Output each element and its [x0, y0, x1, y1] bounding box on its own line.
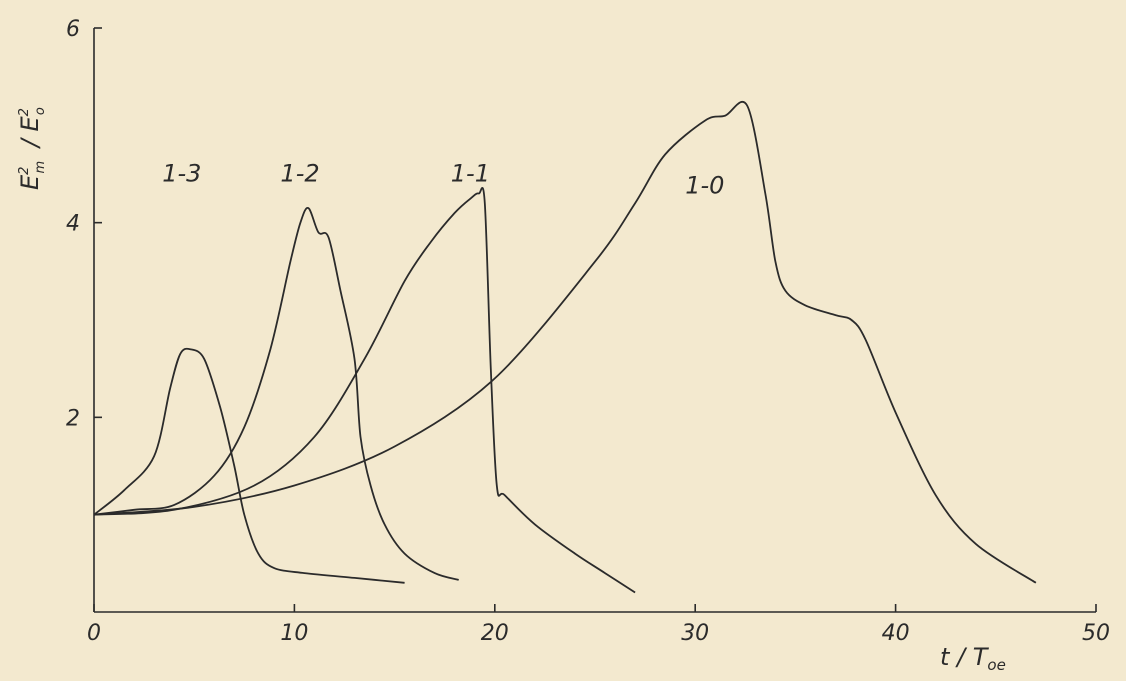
- x-axis-title: t / Toe: [940, 643, 1006, 674]
- series-line-1-1: [93, 187, 636, 594]
- curves: [93, 100, 1037, 594]
- series-line-1-2: [93, 207, 459, 581]
- x-tick-label: 0: [87, 621, 101, 646]
- curve-labels: 1-3 1-2 1-1 1-0: [162, 159, 724, 199]
- series-label-1-3: 1-3: [162, 159, 201, 187]
- x-tick-label: 50: [1082, 621, 1110, 646]
- x-tick-label: 30: [681, 621, 709, 646]
- series-label-1-0: 1-0: [685, 171, 724, 199]
- y-tick-label: 2: [66, 406, 80, 431]
- x-tick-label: 20: [481, 621, 509, 646]
- x-tick-label: 40: [882, 621, 910, 646]
- y-tick-label: 4: [66, 212, 80, 237]
- ticks: 0 10 20 30 40 50 2 4 6: [66, 17, 1110, 646]
- y-axis-title: E2m / E2o: [16, 107, 48, 190]
- y-tick-label: 6: [66, 17, 80, 42]
- x-tick-label: 10: [280, 621, 308, 646]
- series-label-1-2: 1-2: [280, 159, 319, 187]
- axes: [93, 28, 1096, 613]
- series-label-1-1: 1-1: [451, 159, 490, 187]
- series-line-1-3: [93, 347, 405, 584]
- series-line-1-0: [93, 100, 1037, 584]
